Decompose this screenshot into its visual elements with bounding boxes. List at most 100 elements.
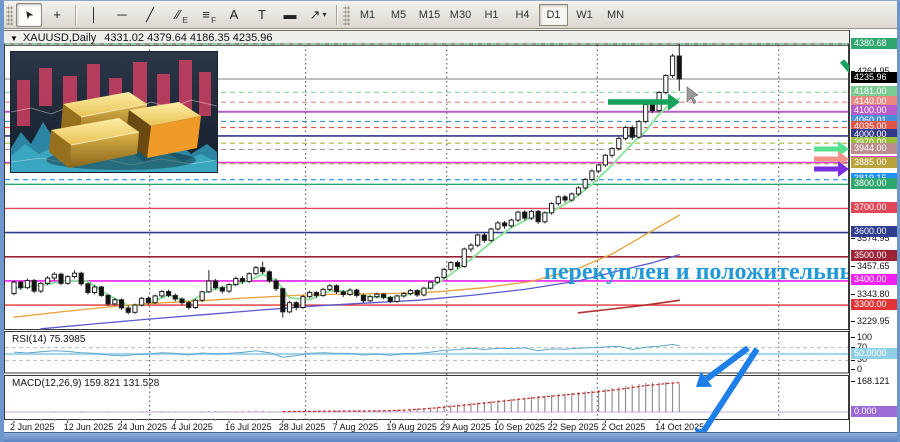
price-level-badge: 4000.00 <box>851 129 897 141</box>
timeframe-toolbar: M1 M5 M15 M30 H1 H4 D1 W1 MN <box>352 3 631 26</box>
rsi-mid-badge: 50.0000 <box>851 347 897 359</box>
date-label: 10 Sep 2025 <box>493 422 545 432</box>
equidistant-channel-icon[interactable]: ∕∕ E <box>175 7 188 25</box>
candle <box>112 299 118 305</box>
candle <box>280 288 286 313</box>
timeframe-m1[interactable]: M1 <box>359 8 376 21</box>
price-axis[interactable]: 4264.95 3574.95 3457.65 3343.80 3229.95 4380.… <box>849 30 897 434</box>
price-level-badge: 3500.00 <box>851 250 897 262</box>
timeframe-mn[interactable]: MN <box>606 8 625 21</box>
candle <box>407 290 414 294</box>
candle <box>11 281 17 294</box>
candle <box>401 292 407 297</box>
candle <box>569 193 575 201</box>
candle <box>360 294 367 302</box>
trendline-icon[interactable]: ╱ <box>146 6 154 22</box>
candle <box>549 203 555 214</box>
candle <box>24 279 31 289</box>
candle <box>139 297 145 306</box>
candle <box>307 292 313 298</box>
toolbar: ➤ + │ ─ ╱ ∕∕ E ≡ F A T ▬ ↗ ▾ M1 M5 M15 M30 H1 H4 D1 W1 MN <box>4 1 897 29</box>
price-level-badge: 3300.00 <box>851 298 897 310</box>
rsi-axis-tick: 70 <box>851 342 867 352</box>
candle <box>78 272 84 285</box>
candle <box>85 283 91 294</box>
horizontal-line-icon[interactable]: ─ <box>117 7 127 22</box>
rectangle-icon[interactable]: ▬ <box>283 7 297 22</box>
date-label: 14 Oct 2025 <box>655 422 705 432</box>
candle <box>448 262 454 270</box>
candle <box>589 170 595 180</box>
candle <box>253 267 259 275</box>
ma-long-darkred <box>577 299 681 314</box>
candle <box>649 104 655 112</box>
cursor-icon[interactable]: ➤ <box>16 2 42 27</box>
candle <box>179 298 185 304</box>
arrows-shapes-icon[interactable]: ↗ ▾ <box>309 6 327 22</box>
timeframe-h1[interactable]: H1 <box>484 8 499 21</box>
chart-symbol-label: XAUUSD,Daily <box>22 32 97 44</box>
date-label: 24 Jun 2025 <box>117 422 168 432</box>
candle <box>186 302 192 309</box>
candle <box>31 279 37 292</box>
gold-bars-inset-image <box>10 52 218 172</box>
candle <box>206 280 212 293</box>
timeframe-h4[interactable]: H4 <box>515 8 530 21</box>
price-axis-tick: 3343.80 <box>851 289 890 299</box>
chart-area[interactable]: ▼ XAUUSD,Daily 4331.02 4379.64 4186.35 4… <box>4 29 897 434</box>
timeframe-m5[interactable]: M5 <box>390 8 407 21</box>
price-axis-tick: 4264.95 <box>851 66 890 76</box>
candle <box>434 277 440 283</box>
rsi-line <box>13 343 680 358</box>
timeframe-m30[interactable]: M30 <box>449 8 472 21</box>
chevron-down-icon[interactable]: ▼ <box>10 33 18 43</box>
toolbar-grip-2[interactable] <box>343 4 350 25</box>
price-level-badge: 4181.00 <box>851 85 897 97</box>
candle <box>58 273 64 284</box>
candle <box>313 292 319 296</box>
price-level-badge: 3700.00 <box>851 201 897 213</box>
candle <box>105 294 111 305</box>
candle <box>515 211 521 221</box>
time-axis[interactable]: 2 Jun 2025 12 Jun 2025 24 Jun 2025 4 Jul 20… <box>4 419 849 434</box>
candle <box>663 75 669 93</box>
blue-arrow-rsi <box>696 371 713 387</box>
candle <box>327 285 333 290</box>
text-icon[interactable]: A <box>229 7 239 22</box>
timeframe-d1[interactable]: D1 <box>539 3 568 26</box>
candle <box>340 291 346 295</box>
candle <box>219 287 225 292</box>
macd-signal-line <box>282 382 680 413</box>
date-label: 7 Aug 2025 <box>332 422 379 432</box>
date-label: 16 Jul 2025 <box>225 422 272 432</box>
price-level-badge: 4035.00 <box>851 121 897 133</box>
candle <box>609 148 615 156</box>
toolbar-grip[interactable] <box>6 4 13 25</box>
text-label-icon[interactable]: T <box>258 7 266 22</box>
candle <box>286 302 293 313</box>
candle <box>45 277 51 284</box>
vertical-line-icon[interactable]: │ <box>89 7 99 22</box>
date-label: 4 Jul 2025 <box>171 422 213 432</box>
candle <box>333 285 340 293</box>
purple-arrow-4100 <box>838 161 849 177</box>
candle <box>38 282 44 292</box>
window-bottom-edge <box>4 432 897 442</box>
candle <box>528 210 535 219</box>
candle <box>428 281 434 289</box>
crosshair-icon[interactable]: + <box>53 7 61 22</box>
candle <box>118 299 125 309</box>
candle <box>51 273 57 279</box>
fibonacci-icon[interactable]: ≡ F <box>202 7 216 25</box>
candle <box>125 307 131 313</box>
timeframe-m15[interactable]: M15 <box>418 8 441 21</box>
date-label: 22 Sep 2025 <box>547 422 599 432</box>
candle <box>18 281 24 289</box>
mouse-cursor-icon <box>686 86 699 105</box>
rsi-indicator-label: RSI(14) 75.3985 <box>12 334 86 345</box>
chart-title-bar: ▼ XAUUSD,Daily 4331.02 4379.64 4186.35 4… <box>4 30 849 46</box>
timeframe-w1[interactable]: W1 <box>576 8 593 21</box>
candle <box>616 137 622 150</box>
candle <box>535 210 541 223</box>
candle <box>468 244 474 250</box>
